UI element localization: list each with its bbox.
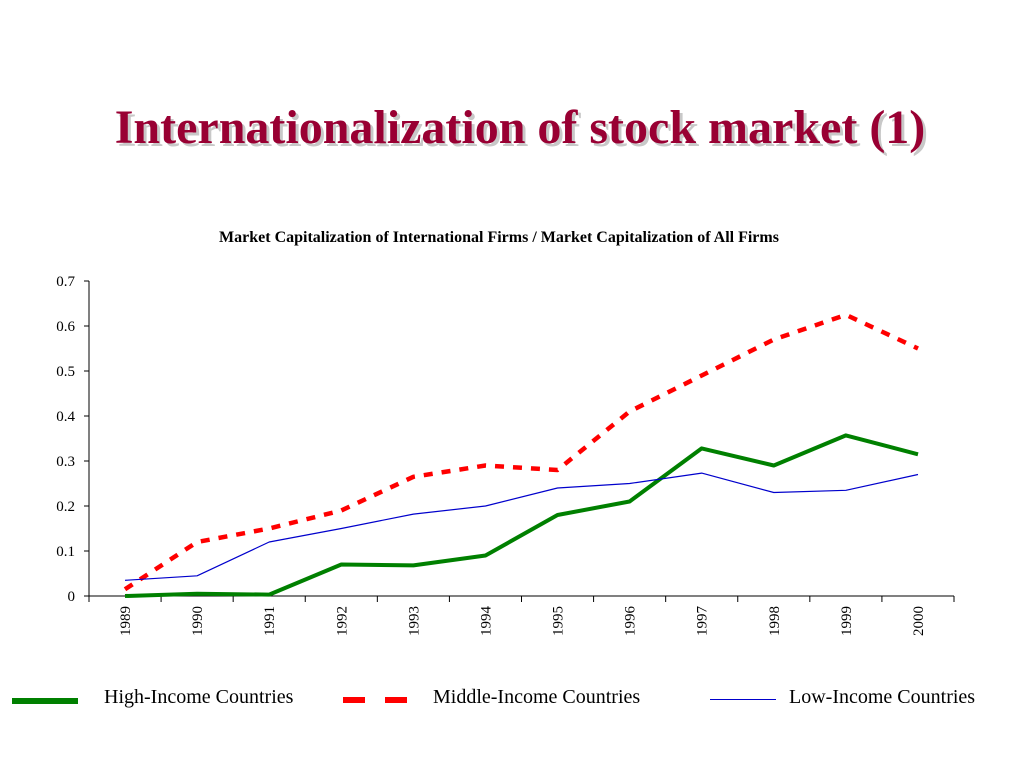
chart-legend: High-Income Countries Middle-Income Coun… <box>0 684 1024 714</box>
legend-swatch-high-income <box>12 698 78 704</box>
y-tick-label: 0.1 <box>56 544 75 560</box>
x-tick-label: 1996 <box>623 606 639 637</box>
y-tick-label: 0.4 <box>56 409 75 425</box>
x-tick-label: 1998 <box>767 606 783 636</box>
series-line-high-income-countries <box>124 433 919 598</box>
x-tick-label: 1994 <box>478 606 494 637</box>
x-tick-label: 1997 <box>695 606 711 637</box>
y-tick-label: 0 <box>68 589 76 605</box>
x-tick-label: 1999 <box>839 606 855 636</box>
legend-label-low-income: Low-Income Countries <box>789 686 976 708</box>
legend-label-high-income: High-Income Countries <box>104 686 294 708</box>
x-tick-label: 2000 <box>911 606 927 636</box>
y-tick-label: 0.2 <box>56 499 75 515</box>
x-tick-label: 1993 <box>406 606 422 636</box>
x-tick-label: 1992 <box>334 606 350 636</box>
x-tick-label: 1990 <box>190 606 206 636</box>
y-tick-label: 0.6 <box>56 319 75 335</box>
series-line-low-income-countries <box>124 472 919 581</box>
chart-title: Market Capitalization of International F… <box>219 229 779 246</box>
y-tick-label: 0.3 <box>56 454 75 470</box>
y-tick-label: 0.7 <box>56 274 75 290</box>
x-tick-label: 1991 <box>262 606 278 636</box>
legend-swatch-low-income <box>710 699 776 700</box>
slide-title: Internationalization of stock market (1) <box>114 101 926 154</box>
legend-label-middle-income: Middle-Income Countries <box>433 686 641 708</box>
y-tick-label: 0.5 <box>56 364 75 380</box>
x-tick-label: 1995 <box>551 606 567 636</box>
series-line-middle-income-countries <box>123 312 919 592</box>
x-tick-label: 1989 <box>118 606 134 636</box>
